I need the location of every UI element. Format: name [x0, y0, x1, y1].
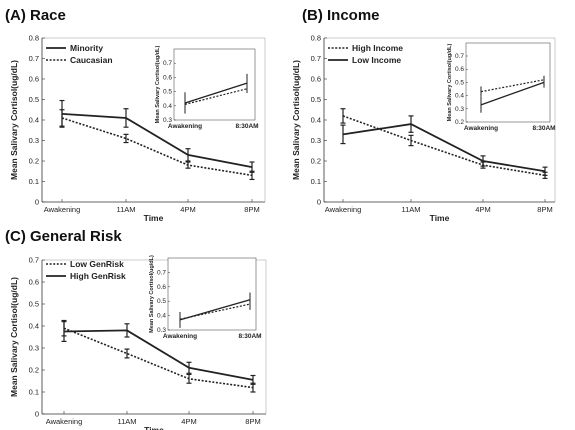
y-tick-label: 0.5: [311, 95, 321, 104]
legend-label: High Income: [352, 43, 403, 53]
series-line: [61, 117, 253, 177]
legend-label: Minority: [70, 43, 103, 53]
y-tick-label: 0.4: [311, 116, 321, 125]
x-tick-label: Awakening: [46, 417, 83, 426]
x-tick-label: 8PM: [244, 205, 259, 214]
inset-x-tick-label: Awakening: [464, 125, 498, 132]
x-tick-label: 8PM: [245, 417, 260, 426]
inset-y-tick-label: 0.5: [163, 89, 172, 96]
y-tick-label: 0.8: [311, 34, 321, 43]
inset-y-tick-label: 0.6: [157, 284, 166, 291]
inset-y-tick-label: 0.7: [455, 53, 464, 60]
panel-title: (A) Race: [5, 7, 66, 24]
legend-label: Low Income: [352, 55, 401, 65]
x-tick-label: Awakening: [44, 205, 81, 214]
series-line: [63, 327, 254, 389]
inset-series-line: [480, 81, 545, 106]
inset-y-tick-label: 0.5: [157, 298, 166, 305]
y-tick-label: 0.1: [29, 388, 39, 397]
x-axis-label: Time: [144, 213, 164, 223]
x-tick-label: 8PM: [537, 205, 552, 214]
inset-x-tick-label: 8:30AM: [532, 125, 555, 132]
inset-y-tick-label: 0.7: [163, 60, 172, 67]
x-tick-label: 4PM: [180, 205, 195, 214]
inset-y-axis-label: Mean Salivary Cortisol(ug/dL): [447, 44, 453, 122]
series-line: [342, 123, 546, 173]
x-axis-label: Time: [430, 213, 450, 223]
inset-x-tick-label: 8:30AM: [238, 333, 261, 340]
series-line: [342, 115, 546, 177]
x-tick-label: 4PM: [181, 417, 196, 426]
y-tick-label: 0.4: [29, 116, 39, 125]
y-axis-label: Mean Salivary Cortisol(ug/dL): [9, 277, 19, 397]
y-tick-label: 0.5: [29, 95, 39, 104]
legend-label: Low GenRisk: [70, 259, 124, 269]
y-axis-label: Mean Salivary Cortisol(ug/dL): [9, 60, 19, 180]
y-tick-label: 0.1: [29, 177, 39, 186]
series-line: [63, 329, 254, 381]
inset-y-tick-label: 0.4: [455, 93, 464, 100]
inset-y-tick-label: 0.3: [163, 117, 172, 124]
y-axis-label: Mean Salivary Cortisol(ug/dL): [291, 60, 301, 180]
y-tick-label: 0.3: [311, 136, 321, 145]
y-tick-label: 0.1: [311, 177, 321, 186]
x-tick-label: Awakening: [325, 205, 362, 214]
y-tick-label: 0.3: [29, 344, 39, 353]
inset-y-tick-label: 0.4: [163, 103, 172, 110]
inset-y-axis-label: Mean Salivary Cortisol(ug/dL): [155, 46, 161, 124]
inset-x-tick-label: Awakening: [163, 333, 197, 340]
x-axis-label: Time: [144, 425, 164, 430]
x-tick-label: 4PM: [475, 205, 490, 214]
inset-y-axis-label: Mean Salivary Cortisol(ug/dL): [149, 255, 155, 333]
inset-x-tick-label: Awakening: [168, 123, 202, 130]
y-tick-label: 0.2: [311, 157, 321, 166]
inset-frame: [465, 42, 551, 123]
inset-y-tick-label: 0.3: [157, 327, 166, 334]
y-tick-label: 0: [35, 198, 39, 207]
y-tick-label: 0.6: [29, 278, 39, 287]
inset-frame: [167, 257, 257, 331]
y-tick-label: 0.7: [29, 256, 39, 265]
legend-label: High GenRisk: [70, 271, 126, 281]
y-tick-label: 0.7: [311, 54, 321, 63]
inset-y-tick-label: 0.6: [163, 74, 172, 81]
legend-label: Caucasian: [70, 55, 113, 65]
y-tick-label: 0: [317, 198, 321, 207]
panel-title: (B) Income: [302, 7, 380, 24]
y-tick-label: 0.5: [29, 300, 39, 309]
inset-series-line: [184, 82, 248, 104]
y-tick-label: 0.2: [29, 366, 39, 375]
x-tick-label: 11AM: [117, 417, 136, 426]
panel-title: (C) General Risk: [5, 228, 122, 245]
series-line: [61, 112, 253, 169]
x-tick-label: 11AM: [401, 205, 420, 214]
y-tick-label: 0.7: [29, 54, 39, 63]
y-tick-label: 0.6: [29, 75, 39, 84]
y-tick-label: 0.3: [29, 136, 39, 145]
y-tick-label: 0.4: [29, 322, 39, 331]
y-tick-label: 0.8: [29, 34, 39, 43]
inset-y-tick-label: 0.2: [455, 119, 464, 126]
inset-x-tick-label: 8:30AM: [235, 123, 258, 130]
inset-y-tick-label: 0.5: [455, 79, 464, 86]
y-tick-label: 0.2: [29, 157, 39, 166]
x-tick-label: 11AM: [116, 205, 135, 214]
inset-y-tick-label: 0.6: [455, 66, 464, 73]
inset-y-tick-label: 0.4: [157, 313, 166, 320]
inset-series-line: [179, 299, 251, 321]
y-tick-label: 0.6: [311, 75, 321, 84]
inset-y-tick-label: 0.3: [455, 106, 464, 113]
inset-y-tick-label: 0.7: [157, 269, 166, 276]
y-tick-label: 0: [35, 410, 39, 419]
